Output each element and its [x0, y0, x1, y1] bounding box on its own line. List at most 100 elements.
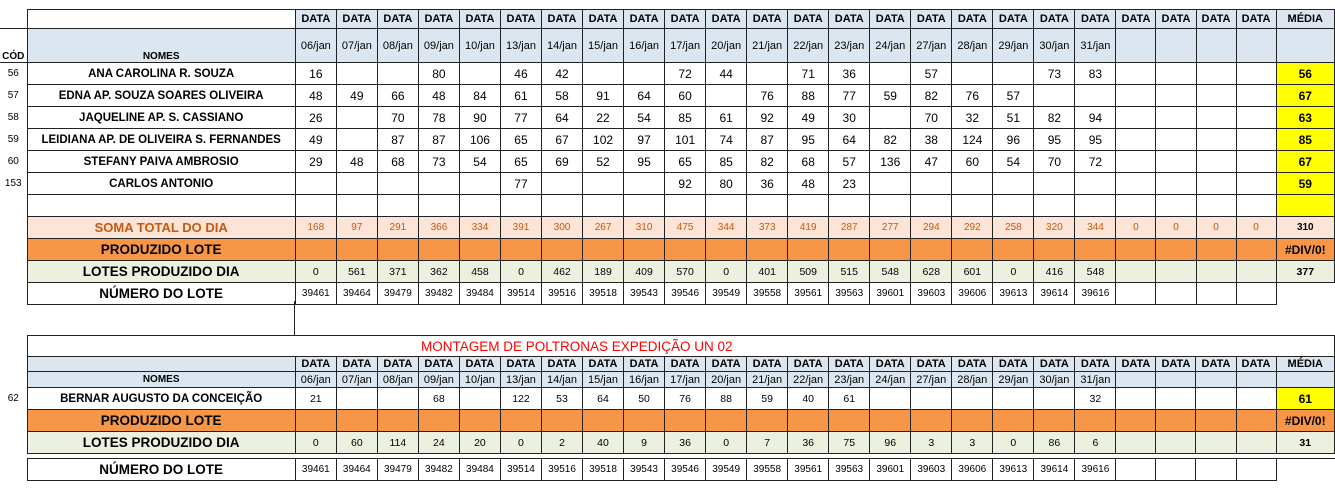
col-header-data[interactable]: DATA [376, 356, 419, 372]
lotes-media[interactable]: 377 [1275, 260, 1335, 283]
cell[interactable]: 52 [582, 150, 625, 173]
cell[interactable]: 292 [951, 216, 994, 239]
row-media[interactable]: 56 [1275, 62, 1335, 85]
cell[interactable] [1195, 282, 1237, 305]
date-header[interactable]: 17/jan [664, 28, 707, 63]
cell[interactable]: 373 [746, 216, 789, 239]
cell[interactable]: 95 [1033, 128, 1076, 151]
col-header-data[interactable]: DATA [335, 356, 378, 372]
cell[interactable]: 20 [458, 431, 501, 454]
row-cod[interactable]: 59 [7, 134, 19, 145]
cell[interactable]: 391 [499, 216, 543, 239]
cell[interactable] [910, 387, 953, 410]
date-header[interactable]: 13/jan [499, 28, 543, 63]
cell[interactable] [1115, 84, 1157, 107]
cell[interactable] [623, 62, 666, 85]
cell[interactable]: 97 [623, 128, 666, 151]
cell[interactable]: 87 [376, 128, 419, 151]
col-header-data[interactable]: DATA [746, 9, 789, 29]
cell[interactable]: 3 [951, 431, 994, 454]
cell[interactable]: 114 [376, 431, 419, 454]
date-header[interactable]: 23/jan [828, 371, 871, 388]
cell[interactable] [992, 172, 1035, 195]
cell[interactable]: 310 [623, 216, 666, 239]
col-header-data[interactable]: DATA [1155, 9, 1197, 29]
date-header[interactable]: 08/jan [376, 28, 419, 63]
cell[interactable]: 39601 [869, 458, 912, 481]
col-header-data[interactable]: DATA [992, 9, 1035, 29]
cell[interactable]: 0 [1155, 216, 1197, 239]
cell[interactable]: 51 [992, 106, 1035, 129]
cell[interactable]: 82 [746, 150, 789, 173]
cell[interactable]: 39606 [951, 282, 994, 305]
cell[interactable]: 82 [1033, 106, 1076, 129]
col-header-data[interactable]: DATA [910, 356, 953, 372]
produzido-media[interactable]: #DIV/0! [1275, 409, 1335, 432]
cell[interactable]: 0 [705, 260, 748, 283]
col-header-data[interactable]: DATA [1033, 9, 1076, 29]
cell[interactable] [1195, 458, 1237, 481]
lotes-media[interactable]: 31 [1275, 431, 1335, 454]
date-header[interactable] [1155, 28, 1197, 63]
col-header-data[interactable]: DATA [294, 9, 337, 29]
cell[interactable]: 136 [869, 150, 912, 173]
cell[interactable]: 0 [1235, 216, 1277, 239]
cell[interactable]: 85 [664, 106, 707, 129]
cell[interactable]: 92 [746, 106, 789, 129]
cell[interactable]: 59 [869, 84, 912, 107]
date-header[interactable]: 15/jan [581, 371, 625, 388]
col-header-data[interactable]: DATA [1235, 356, 1277, 372]
cell[interactable] [1195, 128, 1237, 151]
cell[interactable] [582, 62, 625, 85]
col-header-data[interactable]: DATA [1195, 9, 1237, 29]
row-name[interactable]: LEIDIANA AP. DE OLIVEIRA S. FERNANDES [26, 128, 296, 151]
col-header-data[interactable]: DATA [869, 356, 912, 372]
cell[interactable]: 39461 [294, 458, 337, 481]
cell[interactable] [458, 62, 501, 85]
cell[interactable] [1115, 260, 1157, 283]
cell[interactable]: 601 [951, 260, 994, 283]
cell[interactable]: 39616 [1074, 458, 1117, 481]
lotes-label[interactable]: LOTES PRODUZIDO DIA [26, 431, 296, 454]
col-header-data[interactable]: DATA [746, 356, 789, 372]
cell[interactable] [335, 62, 378, 85]
cell[interactable]: 23 [828, 172, 871, 195]
cell[interactable]: 95 [1074, 128, 1117, 151]
cell[interactable] [1115, 128, 1157, 151]
cell[interactable] [1195, 106, 1237, 129]
cell[interactable]: 628 [910, 260, 953, 283]
col-header-data[interactable]: DATA [951, 356, 994, 372]
cell[interactable]: 47 [910, 150, 953, 173]
cell[interactable]: 91 [582, 84, 625, 107]
cell[interactable] [376, 387, 419, 410]
col-header-data[interactable]: DATA [499, 356, 542, 372]
date-header[interactable]: 15/jan [582, 28, 625, 63]
cell[interactable]: 300 [540, 216, 584, 239]
cell[interactable]: 32 [951, 106, 994, 129]
cell[interactable] [1235, 172, 1277, 195]
row-cod[interactable]: 153 [4, 178, 22, 189]
date-header[interactable]: 22/jan [787, 28, 830, 63]
cell[interactable]: 0 [499, 260, 543, 283]
cell[interactable]: 69 [540, 150, 584, 173]
cell[interactable]: 39614 [1033, 282, 1076, 305]
cell[interactable]: 39613 [992, 458, 1035, 481]
col-header-data[interactable]: DATA [581, 356, 625, 372]
cell[interactable]: 70 [910, 106, 953, 129]
cell[interactable] [1155, 62, 1197, 85]
cell[interactable]: 294 [910, 216, 953, 239]
col-header-data[interactable]: DATA [1235, 9, 1277, 29]
cell[interactable] [417, 172, 460, 195]
cell[interactable]: 77 [499, 172, 543, 195]
col-header-data[interactable]: DATA [1115, 356, 1157, 372]
cell[interactable]: 65 [499, 150, 543, 173]
cell[interactable] [1155, 282, 1197, 305]
cell[interactable] [869, 106, 912, 129]
cell[interactable]: 49 [335, 84, 378, 107]
cell[interactable]: 65 [499, 128, 543, 151]
date-header[interactable]: 14/jan [540, 371, 584, 388]
cell[interactable]: 101 [664, 128, 707, 151]
cell[interactable]: 26 [294, 106, 337, 129]
cell[interactable]: 70 [1033, 150, 1076, 173]
cell[interactable]: 60 [335, 431, 378, 454]
